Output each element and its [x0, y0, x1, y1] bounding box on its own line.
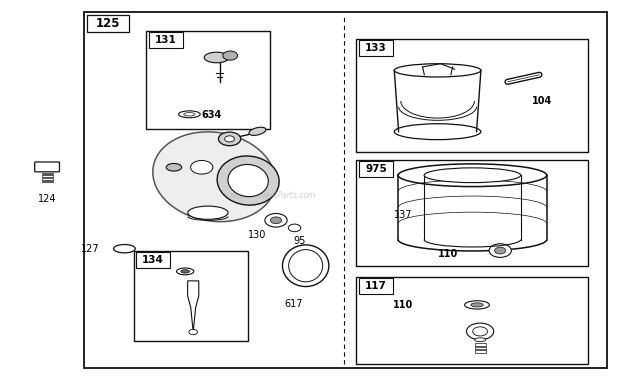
- Bar: [359, 161, 393, 177]
- Ellipse shape: [217, 156, 279, 205]
- Ellipse shape: [289, 250, 322, 282]
- Bar: [356, 160, 588, 266]
- Text: 134: 134: [142, 255, 164, 264]
- Circle shape: [265, 214, 287, 227]
- Ellipse shape: [113, 244, 135, 253]
- Ellipse shape: [249, 127, 266, 135]
- Bar: [146, 31, 270, 130]
- Circle shape: [495, 247, 506, 254]
- Bar: [356, 38, 588, 152]
- Ellipse shape: [184, 112, 195, 116]
- Bar: [42, 173, 53, 174]
- Text: 127: 127: [81, 244, 100, 254]
- Text: 110: 110: [392, 300, 413, 310]
- Circle shape: [218, 132, 241, 146]
- Text: 975: 975: [365, 164, 387, 174]
- Text: 124: 124: [38, 195, 56, 204]
- Ellipse shape: [204, 52, 229, 63]
- Ellipse shape: [153, 132, 275, 222]
- Bar: [474, 350, 485, 353]
- Circle shape: [189, 329, 198, 335]
- Circle shape: [489, 244, 511, 257]
- Ellipse shape: [179, 111, 200, 118]
- Text: 634: 634: [201, 110, 221, 120]
- Text: 131: 131: [154, 35, 177, 45]
- Bar: [474, 347, 485, 349]
- Ellipse shape: [177, 268, 194, 275]
- Text: 117: 117: [365, 281, 387, 291]
- Bar: [42, 175, 53, 177]
- Bar: [359, 278, 393, 294]
- Bar: [84, 12, 607, 368]
- Ellipse shape: [181, 270, 190, 273]
- Circle shape: [472, 327, 487, 336]
- Circle shape: [288, 224, 301, 232]
- Ellipse shape: [474, 338, 485, 342]
- Ellipse shape: [394, 64, 481, 77]
- Ellipse shape: [188, 206, 228, 219]
- FancyBboxPatch shape: [35, 162, 60, 172]
- Circle shape: [224, 136, 234, 142]
- Ellipse shape: [424, 168, 521, 183]
- Bar: [42, 180, 53, 182]
- Circle shape: [466, 323, 494, 340]
- Bar: [42, 178, 53, 180]
- Ellipse shape: [464, 301, 489, 309]
- Polygon shape: [188, 281, 199, 332]
- Text: 95: 95: [293, 236, 306, 246]
- Text: 125: 125: [95, 17, 120, 30]
- Text: 617: 617: [284, 299, 303, 309]
- Bar: [136, 252, 171, 268]
- Bar: [359, 40, 393, 55]
- Circle shape: [270, 217, 281, 224]
- Ellipse shape: [166, 163, 182, 171]
- Bar: [149, 32, 182, 48]
- Text: 130: 130: [248, 230, 267, 241]
- Circle shape: [223, 51, 237, 60]
- Bar: [474, 343, 485, 346]
- Ellipse shape: [228, 165, 268, 196]
- Ellipse shape: [398, 164, 547, 187]
- Text: 137: 137: [394, 210, 412, 220]
- Bar: [87, 15, 129, 32]
- Text: 110: 110: [438, 249, 458, 259]
- Bar: [134, 250, 248, 342]
- Text: 104: 104: [532, 96, 552, 106]
- Ellipse shape: [471, 303, 483, 307]
- Text: replacementParts.com: replacementParts.com: [229, 191, 316, 200]
- Circle shape: [190, 160, 213, 174]
- Ellipse shape: [394, 124, 481, 139]
- Ellipse shape: [283, 245, 329, 287]
- Bar: [356, 277, 588, 364]
- Text: 133: 133: [365, 43, 387, 53]
